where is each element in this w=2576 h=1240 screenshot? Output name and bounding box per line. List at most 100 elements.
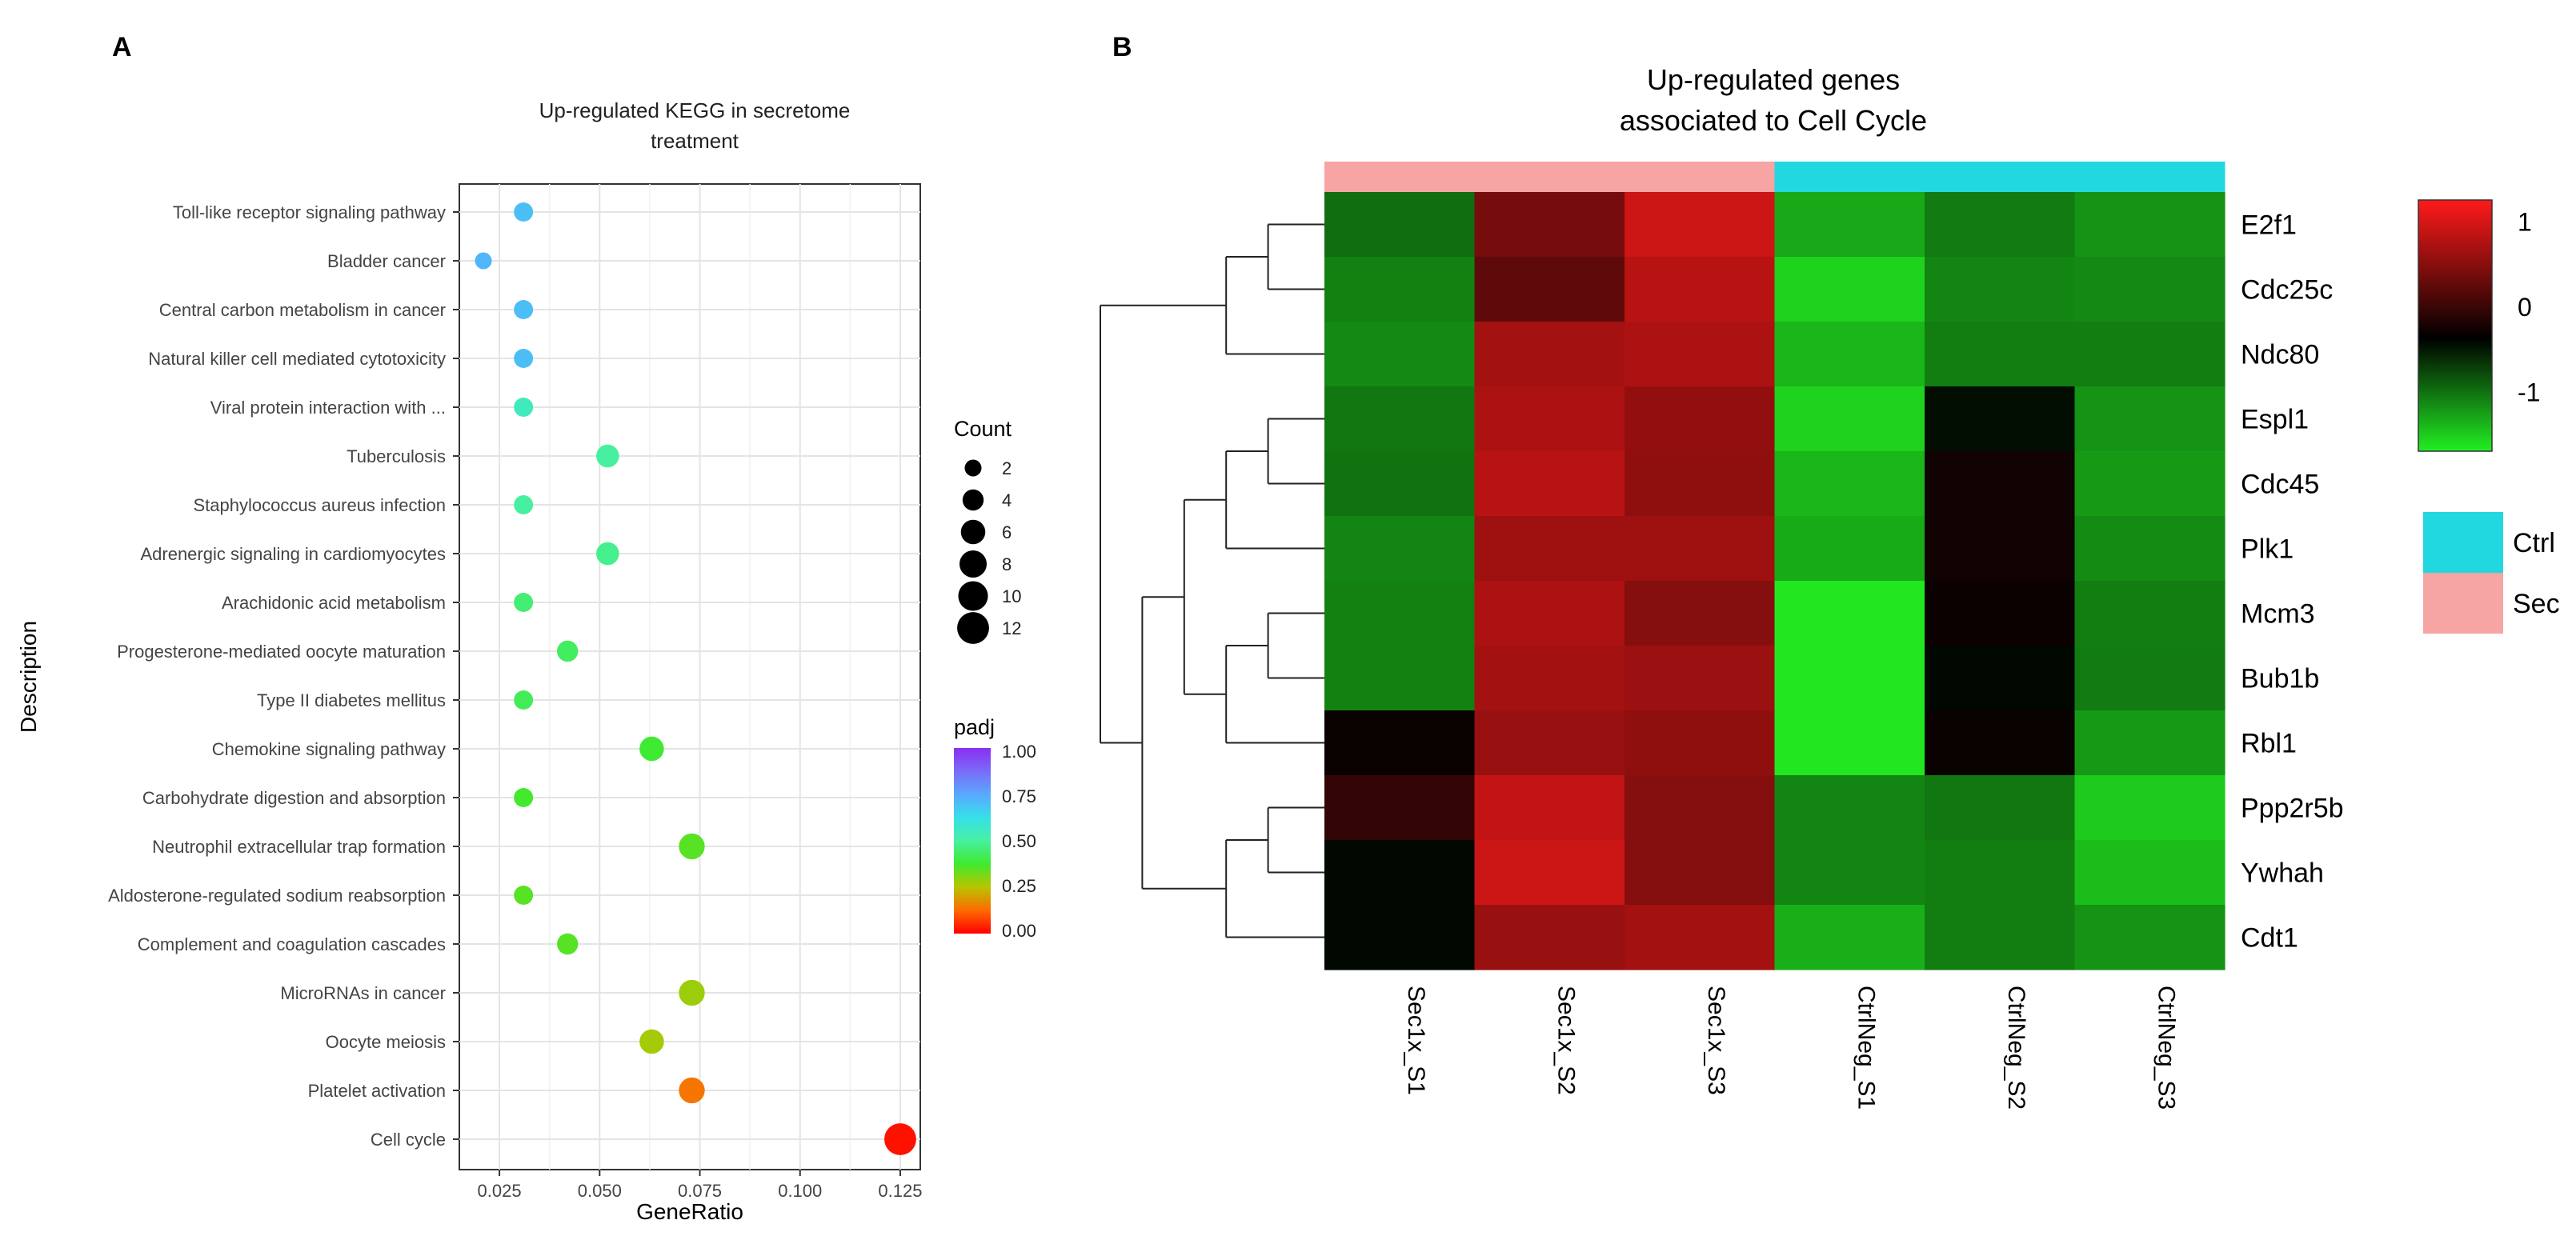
heatmap-cell [1925, 322, 2076, 387]
dotplot-x-tick-label: 0.050 [578, 1181, 622, 1201]
heatmap-row-label: Espl1 [2241, 405, 2309, 435]
heatmap-column-labels: Sec1x_S1 Sec1x_S2 Sec1x_S3 CtrlNeg_S1 CtrlNe… [1403, 986, 2180, 1110]
heatmap-cell [1625, 386, 1776, 452]
heatmap-cell [1474, 322, 1625, 387]
heatmap-cell [1925, 710, 2076, 776]
dotplot-point [514, 349, 534, 368]
heatmap-cell [1774, 581, 1925, 646]
heatmap-cell [1925, 386, 2076, 452]
dotplot-point [679, 833, 705, 860]
heatmap-cell [1625, 257, 1776, 322]
heatmap-cell [1925, 451, 2076, 517]
dotplot-point [514, 593, 534, 612]
heatmap-cell [1474, 451, 1625, 517]
count-legend-label: 12 [1002, 618, 1021, 638]
heatmap-cell [2074, 386, 2225, 452]
heatmap-cell [1324, 516, 1476, 582]
heatmap-cell [1324, 710, 1476, 776]
padj-legend-label: 0.25 [1002, 876, 1036, 896]
dotplot-point [514, 886, 534, 905]
heatmap-cell [1474, 646, 1625, 711]
heatmap-colorbar [2418, 199, 2493, 452]
heatmap-cell [1324, 386, 1476, 452]
heatmap-cell [1925, 581, 2076, 646]
heatmap-cell [1625, 192, 1776, 258]
heatmap-cell [1925, 257, 2076, 322]
heatmap-cell [1925, 646, 2076, 711]
heatmap-cell [1324, 581, 1476, 646]
heatmap-cell [2074, 516, 2225, 582]
dotplot-category-label: Complement and coagulation cascades [138, 934, 446, 954]
dotplot-point [596, 542, 619, 566]
heatmap-row-label: Cdc45 [2241, 470, 2319, 500]
dotplot-point [639, 1029, 664, 1054]
padj-legend-label: 1.00 [1002, 742, 1036, 762]
dotplot-category-label: Aldosterone-regulated sodium reabsorptio… [108, 886, 446, 906]
count-legend-dot [964, 459, 982, 477]
heatmap-cell [2074, 322, 2225, 387]
heatmap-row-label: Plk1 [2241, 534, 2294, 565]
count-legend-label: 6 [1002, 522, 1012, 542]
heatmap-cell [1774, 646, 1925, 711]
heatmap-cell [1625, 322, 1776, 387]
heatmap-cell [1774, 775, 1925, 841]
dotplot-category-label: MicroRNAs in cancer [280, 983, 446, 1003]
dotplot-point [514, 788, 534, 807]
heatmap-cell [1774, 192, 1925, 258]
heatmap-cell [1474, 710, 1625, 776]
padj-legend-ticks: 1.00 0.75 0.50 0.25 0.00 [1002, 742, 1036, 941]
heatmap-cell [1925, 775, 2076, 841]
padj-legend-title: padj [954, 715, 995, 739]
heatmap-cell [1774, 710, 1925, 776]
heatmap-cell [2074, 192, 2225, 258]
heatmap-cell [1774, 516, 1925, 582]
group-legend: Ctrl Sec [2423, 512, 2560, 634]
group-legend-label: Ctrl [2513, 528, 2555, 558]
heatmap-cell [2074, 775, 2225, 841]
heatmap-row-label: Ppp2r5b [2241, 794, 2344, 824]
heatmap-cell [1774, 257, 1925, 322]
heatmap-cell [1474, 192, 1625, 258]
dotplot-point [557, 933, 579, 955]
heatmap-row-label: Rbl1 [2241, 729, 2297, 759]
cell-cycle-heatmap: Up-regulated genes associated to Cell Cy… [1100, 63, 2560, 1110]
heatmap-title-line-2: associated to Cell Cycle [1620, 104, 1927, 137]
heatmap-group-annotation [1324, 162, 2225, 192]
heatmap-column-label: Sec1x_S3 [1703, 986, 1729, 1095]
panel-b-label: B [1112, 32, 1132, 62]
dotplot-x-tick-label: 0.125 [878, 1181, 922, 1201]
heatmap-cell [1474, 775, 1625, 841]
heatmap-cell [2074, 840, 2225, 906]
heatmap-column-label: CtrlNeg_S2 [2003, 986, 2029, 1110]
heatmap-cell [1774, 840, 1925, 906]
dotplot-category-label: Platelet activation [308, 1081, 446, 1101]
count-legend-dot [960, 519, 986, 545]
heatmap-cells [1324, 192, 2225, 970]
heatmap-cell [1625, 581, 1776, 646]
dotplot-point [514, 398, 534, 417]
dotplot-point [679, 1077, 705, 1104]
heatmap-column-label: Sec1x_S2 [1552, 986, 1579, 1095]
kegg-dotplot: Up-regulated KEGG in secretome treatment… [16, 98, 1036, 1224]
heatmap-colorbar-label: 0 [2518, 293, 2532, 322]
dotplot-category-label: Cell cycle [371, 1130, 446, 1150]
heatmap-cell [2074, 905, 2225, 970]
heatmap-cell [2074, 451, 2225, 517]
heatmap-cell [1474, 257, 1625, 322]
heatmap-cell [1474, 516, 1625, 582]
group-annotation-cell [1474, 162, 1625, 192]
heatmap-cell [1474, 905, 1625, 970]
dotplot-category-label: Toll-like receptor signaling pathway [173, 202, 446, 222]
group-annotation-cell [1625, 162, 1775, 192]
padj-legend-label: 0.00 [1002, 921, 1036, 941]
heatmap-cell [1925, 905, 2076, 970]
dotplot-category-label: Chemokine signaling pathway [212, 739, 446, 759]
heatmap-column-label: CtrlNeg_S1 [1853, 986, 1879, 1110]
heatmap-column-label: Sec1x_S1 [1403, 986, 1429, 1095]
dotplot-category-label: Arachidonic acid metabolism [222, 593, 446, 613]
heatmap-row-labels: E2f1 Cdc25c Ndc80 Espl1 Cdc45 Plk1 Mcm3 Bub1b Rb… [2241, 210, 2344, 954]
heatmap-cell [1324, 192, 1476, 258]
dotplot-category-label: Bladder cancer [327, 251, 446, 271]
count-legend-label: 4 [1002, 490, 1012, 510]
